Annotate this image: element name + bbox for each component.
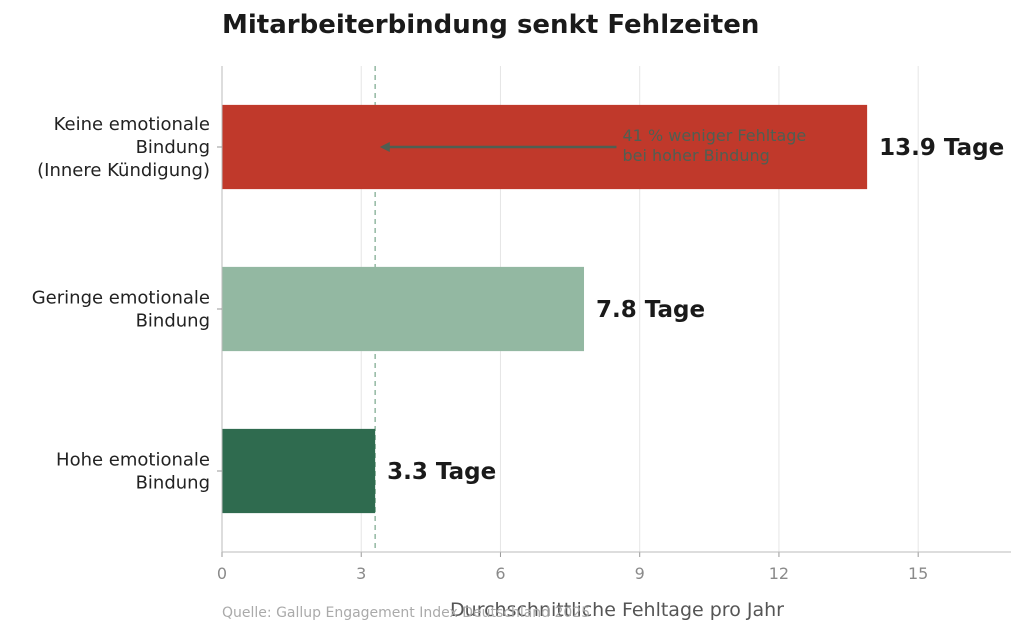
- x-tick-label-0: 0: [217, 564, 227, 583]
- value-label-1: 7.8 Tage: [596, 297, 705, 323]
- bar-2: [222, 428, 376, 514]
- bars: [222, 104, 868, 514]
- x-tick-label-3: 9: [635, 564, 645, 583]
- category-label-0: Keine emotionale Bindung (Innere Kündigung…: [37, 114, 210, 181]
- bar-1: [222, 266, 585, 352]
- source-note: Quelle: Gallup Engagement Index Deutschl…: [222, 605, 590, 621]
- category-label-1: Geringe emotionale Bindung: [32, 288, 210, 332]
- x-tick-label-4: 12: [769, 564, 789, 583]
- value-label-0: 13.9 Tage: [879, 135, 1004, 161]
- x-tick-label-5: 15: [908, 564, 928, 583]
- x-axis-label: Durchschnittliche Fehltage pro Jahr: [450, 599, 784, 621]
- x-tick-label-1: 3: [356, 564, 366, 583]
- axes: 0 3 6 9 12 15 Keine emotionale Bindung (Innere K…: [32, 66, 1011, 583]
- category-label-2: Hohe emotionale Bindung: [56, 450, 210, 494]
- x-tick-label-2: 6: [495, 564, 505, 583]
- value-label-2: 3.3 Tage: [387, 459, 496, 485]
- chart-title: Mitarbeiterbindung senkt Fehlzeiten: [222, 10, 759, 40]
- annotation-text: 41 % weniger Fehltage bei hoher Bindung: [623, 126, 807, 165]
- annotation-arrowhead: [379, 142, 390, 152]
- labels: 13.9 Tage 7.8 Tage 3.3 Tage 41 % weniger Fe…: [379, 126, 1004, 485]
